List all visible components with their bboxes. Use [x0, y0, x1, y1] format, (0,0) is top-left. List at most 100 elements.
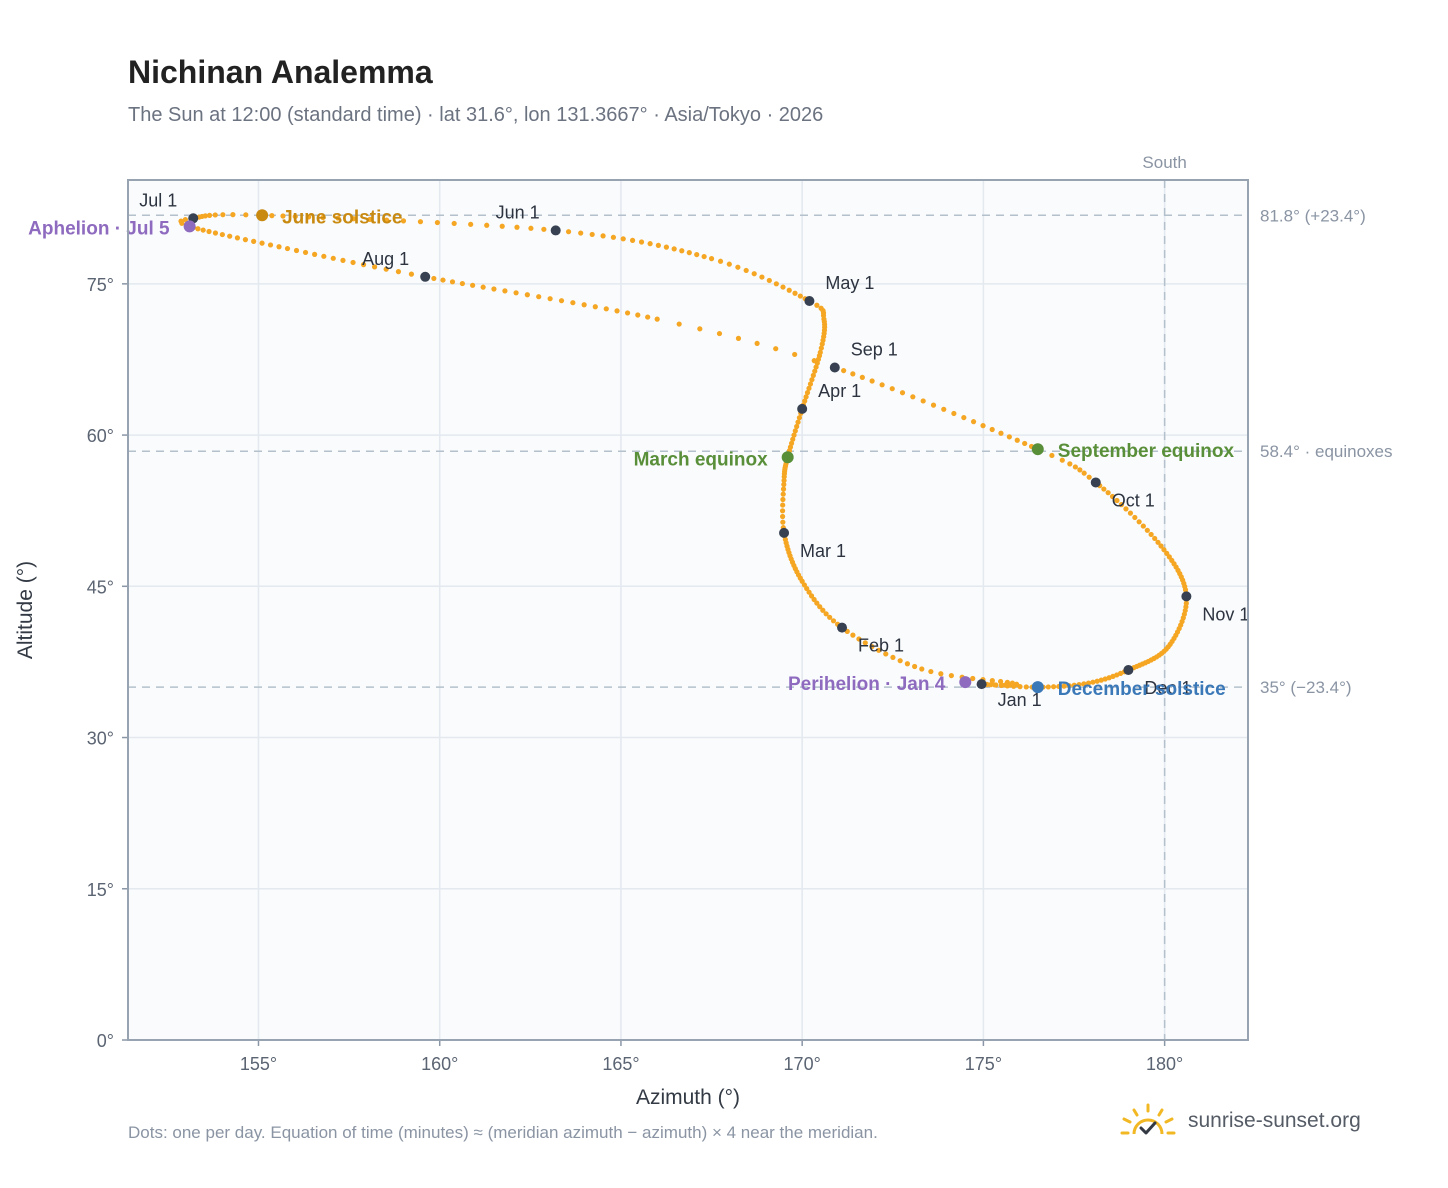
- y-tick-label: 60°: [87, 426, 114, 446]
- daily-sun-dot: [869, 644, 875, 650]
- daily-sun-dot: [547, 296, 553, 302]
- daily-sun-dot: [219, 231, 225, 238]
- x-axis-title: Azimuth (°): [636, 1086, 740, 1109]
- daily-sun-dot: [850, 371, 856, 377]
- reference-line-label: 81.8° (+23.4°): [1260, 206, 1366, 225]
- daily-sun-dot: [811, 596, 817, 603]
- daily-sun-dot: [820, 607, 826, 613]
- daily-sun-dot: [491, 286, 497, 292]
- daily-sun-dot: [663, 244, 669, 250]
- daily-sun-dot: [1017, 684, 1023, 690]
- daily-sun-dot: [997, 678, 1004, 685]
- daily-sun-dot: [1022, 440, 1028, 447]
- daily-sun-dot: [1081, 681, 1087, 687]
- daily-sun-dot: [195, 226, 201, 232]
- daily-sun-dot: [856, 636, 862, 642]
- daily-sun-dot: [234, 235, 241, 241]
- daily-sun-dot: [781, 477, 787, 484]
- daily-sun-dot: [694, 251, 700, 258]
- daily-sun-dot: [383, 266, 389, 272]
- daily-sun-dot: [1056, 683, 1062, 690]
- daily-sun-dot: [468, 221, 474, 227]
- daily-sun-dot: [1102, 676, 1108, 682]
- daily-sun-dot: [928, 668, 934, 675]
- daily-sun-dot: [1067, 461, 1073, 467]
- x-tick-label: 155°: [240, 1054, 277, 1074]
- daily-sun-dot: [998, 430, 1004, 436]
- daily-sun-dot: [808, 593, 815, 599]
- month-marker: [1181, 591, 1192, 602]
- daily-sun-dot: [449, 279, 456, 285]
- month-marker: [779, 527, 790, 538]
- daily-sun-dot: [726, 261, 732, 267]
- daily-sun-dot: [1118, 502, 1125, 508]
- daily-sun-dot: [890, 654, 896, 661]
- daily-sun-dot: [781, 481, 787, 488]
- daily-sun-dot: [480, 284, 486, 290]
- month-marker-label: Feb 1: [858, 636, 904, 656]
- daily-sun-dot: [817, 349, 823, 356]
- daily-sun-dot: [320, 214, 326, 221]
- daily-sun-dot: [811, 358, 817, 364]
- daily-sun-dot: [989, 678, 995, 684]
- daily-sun-dot: [780, 513, 786, 520]
- daily-sun-dot: [589, 231, 595, 238]
- daily-sun-dot: [810, 372, 816, 379]
- daily-sun-dot: [351, 216, 357, 222]
- daily-sun-dot: [938, 671, 944, 677]
- daily-sun-dot: [989, 426, 995, 433]
- month-marker: [829, 362, 840, 373]
- daily-sun-dot: [862, 640, 868, 646]
- daily-sun-dot: [312, 251, 318, 257]
- daily-sun-dot: [1004, 683, 1011, 689]
- daily-sun-dot: [1123, 506, 1129, 512]
- daily-sun-dot: [814, 302, 820, 308]
- y-tick-label: 0°: [97, 1031, 114, 1051]
- daily-sun-dot: [792, 351, 798, 358]
- daily-sun-dot: [766, 277, 772, 284]
- daily-sun-dot: [803, 394, 809, 400]
- daily-sun-dot: [1049, 452, 1055, 459]
- daily-sun-dot: [818, 305, 824, 311]
- daily-sun-dot: [654, 316, 660, 322]
- daily-sun-dot: [1006, 434, 1012, 440]
- daily-sun-dot: [600, 233, 606, 239]
- daily-sun-dot: [306, 214, 312, 220]
- daily-sun-dot: [876, 647, 882, 653]
- month-marker-label: Oct 1: [1112, 490, 1155, 510]
- daily-sun-dot: [431, 275, 437, 282]
- daily-sun-dot: [400, 218, 407, 224]
- event-label: March equinox: [634, 449, 769, 470]
- daily-sun-dot: [581, 302, 587, 308]
- daily-sun-dot: [679, 248, 685, 254]
- daily-sun-dot: [779, 508, 786, 514]
- brand-link[interactable]: sunrise-sunset.org: [1188, 1109, 1361, 1132]
- daily-sun-dot: [697, 326, 703, 332]
- daily-sun-dot: [795, 419, 801, 425]
- daily-sun-dot: [321, 253, 327, 259]
- brand[interactable]: sunrise-sunset.org: [1118, 1103, 1361, 1139]
- daily-sun-dot: [243, 212, 249, 218]
- x-tick-label: 180°: [1146, 1054, 1183, 1074]
- daily-sun-dot: [780, 486, 787, 492]
- month-marker-label: Apr 1: [818, 381, 861, 401]
- month-marker-label: Sep 1: [851, 340, 898, 360]
- daily-sun-dot: [371, 264, 378, 270]
- daily-sun-dot: [850, 632, 856, 638]
- daily-sun-dot: [1011, 683, 1017, 689]
- daily-sun-dot: [395, 269, 402, 275]
- daily-sun-dot: [417, 219, 424, 225]
- daily-sun-dot: [686, 250, 692, 256]
- month-marker: [797, 403, 808, 414]
- daily-sun-dot: [638, 239, 645, 245]
- daily-sun-dot: [806, 385, 812, 391]
- daily-sun-dot: [440, 277, 446, 283]
- daily-sun-dot: [655, 242, 661, 248]
- daily-sun-dot: [970, 675, 976, 682]
- event-label: September equinox: [1058, 441, 1235, 462]
- month-marker-label: Jul 1: [139, 190, 177, 210]
- x-tick-label: 170°: [784, 1054, 821, 1074]
- daily-sun-dot: [791, 432, 797, 438]
- daily-sun-dot: [499, 223, 505, 229]
